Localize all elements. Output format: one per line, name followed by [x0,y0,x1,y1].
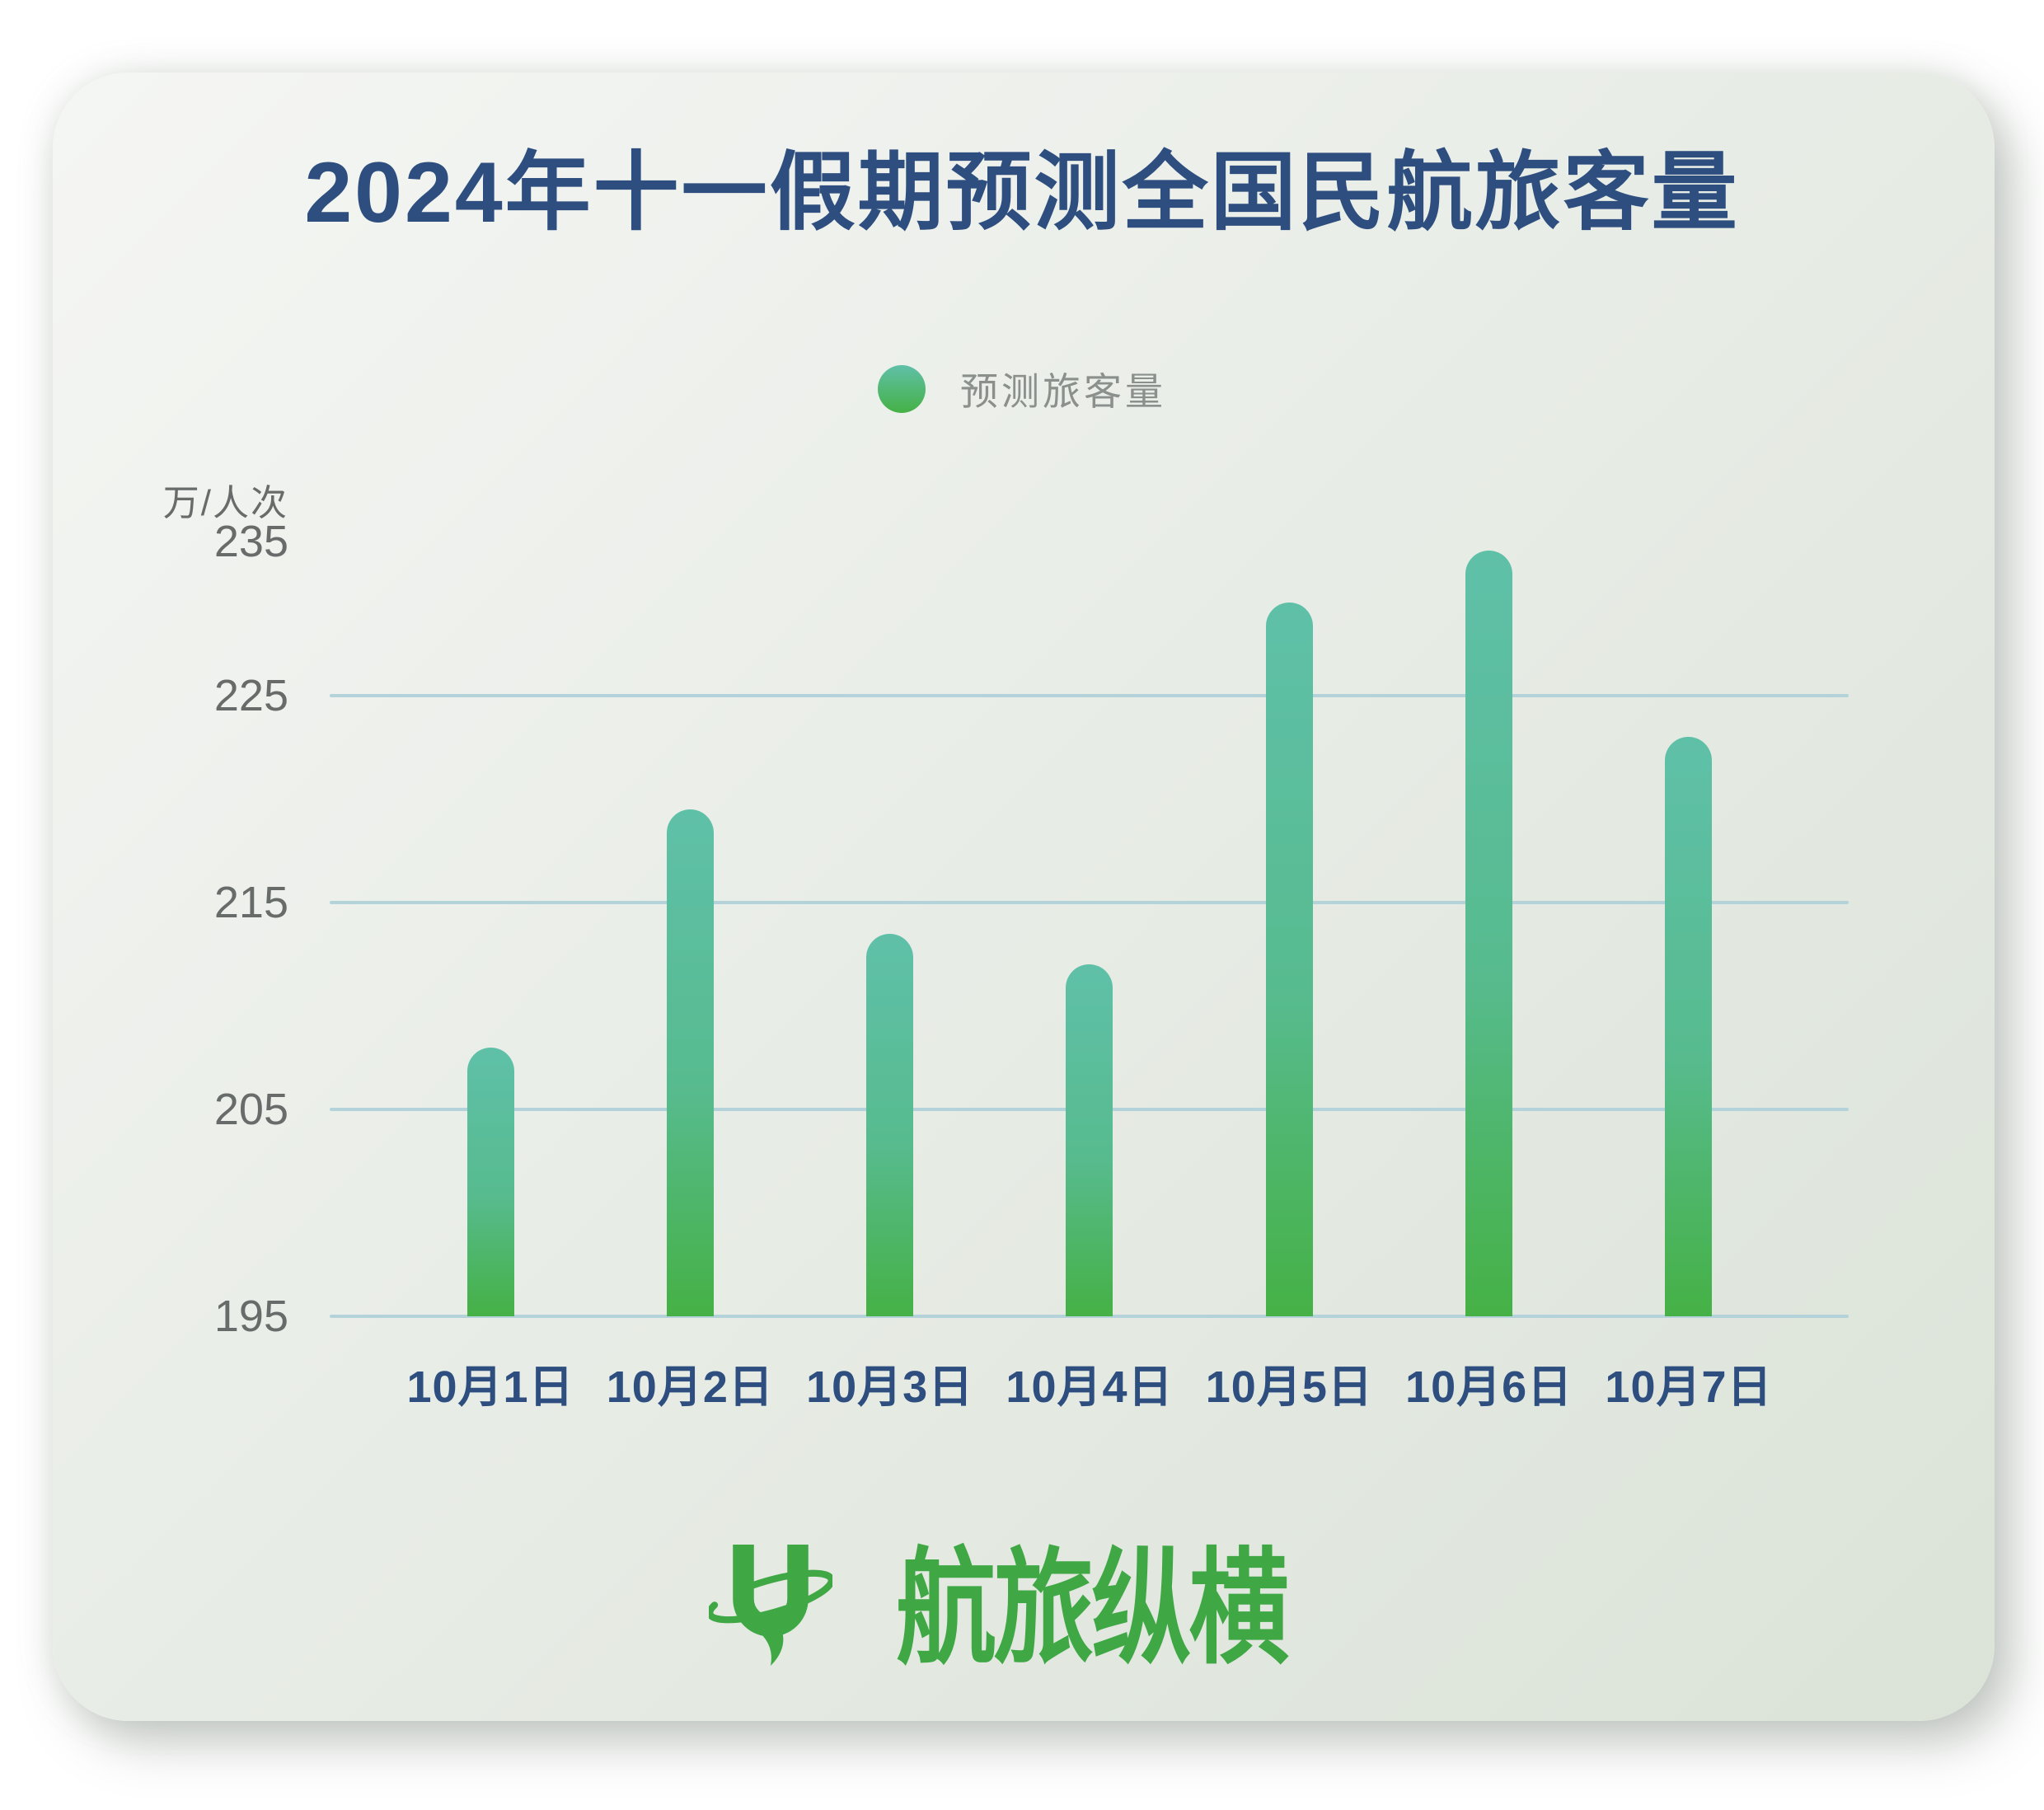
chart-bar [1665,737,1713,1316]
gridline [330,1315,1849,1318]
y-axis-unit-label: 万/人次 [162,483,288,523]
umetrip-logo-mark [709,1545,832,1666]
legend: 预测旅客量 [0,364,2044,414]
y-axis-tick: 225 [213,671,288,720]
y-axis-tick: 205 [213,1085,288,1134]
chart-bar [866,933,914,1316]
legend-marker-dot [878,365,926,413]
y-axis-tick: 195 [213,1292,288,1341]
y-axis-tick-top: 235 [213,517,288,566]
chart-bar [1465,551,1513,1316]
umetrip-logo: 航旅纵横 [0,1526,2044,1691]
gridline [330,694,1849,697]
x-axis-label: 10月5日 [1205,1362,1373,1412]
x-axis-label: 10月3日 [806,1362,974,1412]
chart-title: 2024年十一假期预测全国民航旅客量 [304,145,1740,241]
y-axis-tick: 215 [213,878,288,927]
chart-bar [466,1047,514,1316]
x-axis-label: 10月2日 [606,1362,774,1412]
x-axis-label: 10月6日 [1405,1362,1573,1412]
chart-bar [1265,603,1313,1316]
legend-label: 预测旅客量 [960,370,1166,413]
chart-bar [1066,964,1113,1316]
chart-bar [666,809,714,1316]
gridline [330,901,1849,904]
x-axis-label: 10月1日 [406,1362,574,1412]
x-axis-label: 10月4日 [1006,1362,1174,1412]
umetrip-logo-text: 航旅纵横 [896,1539,1289,1679]
x-axis-label: 10月7日 [1605,1362,1773,1412]
